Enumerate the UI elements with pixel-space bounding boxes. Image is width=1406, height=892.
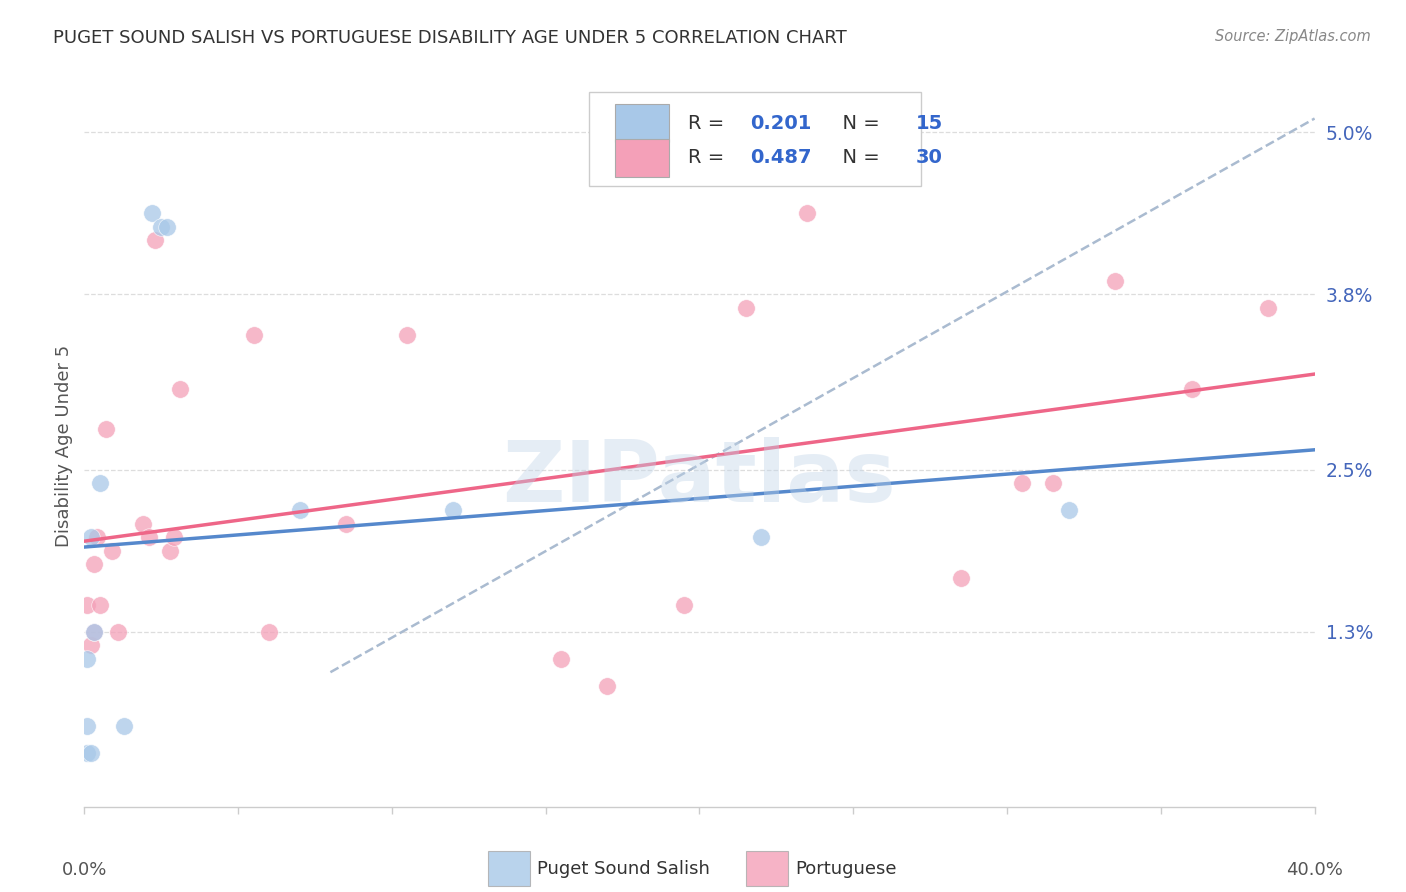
Text: 40.0%: 40.0% <box>1286 862 1343 880</box>
Point <box>76 746 98 760</box>
Point <box>83 557 105 571</box>
Text: 0.0%: 0.0% <box>62 862 107 880</box>
Text: N =: N = <box>830 113 886 133</box>
Text: R =: R = <box>689 113 731 133</box>
Text: N =: N = <box>830 148 886 167</box>
Point <box>107 624 129 639</box>
Text: Puget Sound Salish: Puget Sound Salish <box>537 860 710 878</box>
Text: ZIPatlas: ZIPatlas <box>502 437 897 520</box>
Point <box>1057 503 1080 517</box>
Point <box>550 651 572 665</box>
Point <box>949 571 972 585</box>
Point <box>138 530 160 544</box>
Point <box>596 679 619 693</box>
Point <box>101 543 124 558</box>
Point <box>1104 274 1126 288</box>
Point <box>94 422 117 436</box>
Point <box>79 530 101 544</box>
Text: 0.201: 0.201 <box>749 113 811 133</box>
Point <box>89 476 111 491</box>
Text: 30: 30 <box>917 148 943 167</box>
Text: 0.487: 0.487 <box>749 148 811 167</box>
Point <box>242 327 264 342</box>
Point <box>1257 301 1279 315</box>
Point <box>673 598 696 612</box>
Point <box>79 746 101 760</box>
Text: Source: ZipAtlas.com: Source: ZipAtlas.com <box>1215 29 1371 44</box>
Point <box>143 233 166 247</box>
Point <box>1181 382 1204 396</box>
Point <box>112 719 135 733</box>
Point <box>156 219 179 234</box>
Point <box>76 719 98 733</box>
Text: PUGET SOUND SALISH VS PORTUGUESE DISABILITY AGE UNDER 5 CORRELATION CHART: PUGET SOUND SALISH VS PORTUGUESE DISABIL… <box>53 29 848 46</box>
Point <box>83 624 105 639</box>
Point <box>734 301 756 315</box>
FancyBboxPatch shape <box>589 92 921 186</box>
FancyBboxPatch shape <box>488 851 530 886</box>
Point <box>169 382 191 396</box>
Text: R =: R = <box>689 148 731 167</box>
FancyBboxPatch shape <box>614 104 669 142</box>
Point <box>89 598 111 612</box>
Point <box>141 206 163 220</box>
Point <box>796 206 818 220</box>
Point <box>79 638 101 652</box>
Point <box>396 327 419 342</box>
Y-axis label: Disability Age Under 5: Disability Age Under 5 <box>55 345 73 547</box>
Point <box>1042 476 1064 491</box>
Point <box>257 624 280 639</box>
FancyBboxPatch shape <box>747 851 789 886</box>
FancyBboxPatch shape <box>614 139 669 177</box>
Point <box>162 530 184 544</box>
Point <box>132 516 155 531</box>
Point <box>749 530 772 544</box>
Point <box>76 598 98 612</box>
Point <box>159 543 181 558</box>
Point <box>335 516 357 531</box>
Point <box>443 503 465 517</box>
Point <box>1011 476 1033 491</box>
Point <box>86 530 108 544</box>
Text: 15: 15 <box>917 113 943 133</box>
Point <box>150 219 173 234</box>
Point <box>83 624 105 639</box>
Point <box>76 651 98 665</box>
Point <box>288 503 311 517</box>
Text: Portuguese: Portuguese <box>796 860 897 878</box>
